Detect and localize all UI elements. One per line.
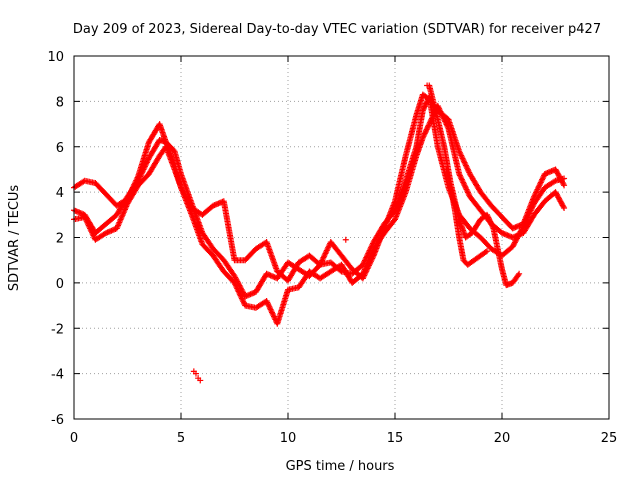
grid-lines: [74, 56, 609, 419]
data-point: [488, 221, 495, 228]
data-point: [422, 129, 429, 136]
data-point: [430, 112, 437, 119]
x-tick-label: 0: [70, 431, 78, 446]
data-point: [426, 119, 433, 126]
x-tick-label: 20: [494, 431, 511, 446]
y-tick-label: -2: [51, 322, 64, 337]
data-point: [485, 214, 492, 221]
y-tick-label: 0: [56, 277, 64, 292]
y-tick-label: 6: [56, 141, 64, 156]
data-point: [421, 103, 428, 110]
y-tick-label: 10: [47, 50, 64, 65]
data-point: [424, 123, 431, 130]
y-tick-label: 4: [56, 186, 64, 201]
data-point: [560, 203, 567, 210]
y-tick-label: 2: [56, 232, 64, 247]
data-point: [423, 127, 430, 134]
data-point: [421, 130, 428, 137]
x-tick-label: 10: [280, 431, 297, 446]
data-point: [197, 377, 204, 384]
data-point: [487, 219, 494, 226]
data-point: [428, 115, 435, 122]
data-point: [424, 125, 431, 132]
y-tick-label: -4: [51, 368, 64, 383]
data-point: [342, 236, 349, 243]
axis-ticks: 0 5 10 15 20 25 -6 -4 -2 0 2 4 6 8 10: [47, 50, 617, 446]
x-tick-label: 25: [601, 431, 618, 446]
data-point: [484, 248, 491, 255]
x-axis-label: GPS time / hours: [286, 459, 395, 474]
chart-title: Day 209 of 2023, Sidereal Day-to-day VTE…: [73, 22, 601, 37]
data-point: [421, 104, 428, 111]
data-point: [516, 270, 523, 277]
data-point: [428, 116, 435, 123]
y-tick-label: 8: [56, 95, 64, 110]
data-point: [487, 218, 494, 225]
data-point: [192, 370, 199, 377]
data-point: [486, 217, 493, 224]
data-point: [560, 180, 567, 187]
data-point: [551, 178, 558, 185]
x-tick-label: 5: [177, 431, 185, 446]
data-point: [484, 213, 491, 220]
data-point: [422, 102, 429, 109]
data-point: [489, 224, 496, 231]
y-tick-label: -6: [51, 413, 64, 428]
data-point: [489, 222, 496, 229]
data-point: [561, 205, 568, 212]
data-point: [424, 82, 431, 89]
data-point: [419, 134, 426, 141]
data-point: [425, 122, 432, 129]
data-point: [515, 272, 522, 279]
data-point: [426, 121, 433, 128]
data-point: [485, 215, 492, 222]
data-points: [71, 82, 568, 384]
data-point: [421, 131, 428, 138]
data-point: [482, 249, 489, 256]
data-point: [484, 211, 491, 218]
data-point: [427, 118, 434, 125]
data-point: [419, 107, 426, 114]
data-point: [420, 133, 427, 140]
data-point: [423, 126, 430, 133]
data-point: [429, 114, 436, 121]
data-point: [420, 106, 427, 113]
y-axis-label: SDTVAR / TECUs: [7, 185, 22, 292]
x-tick-label: 15: [387, 431, 404, 446]
data-point: [561, 182, 568, 189]
